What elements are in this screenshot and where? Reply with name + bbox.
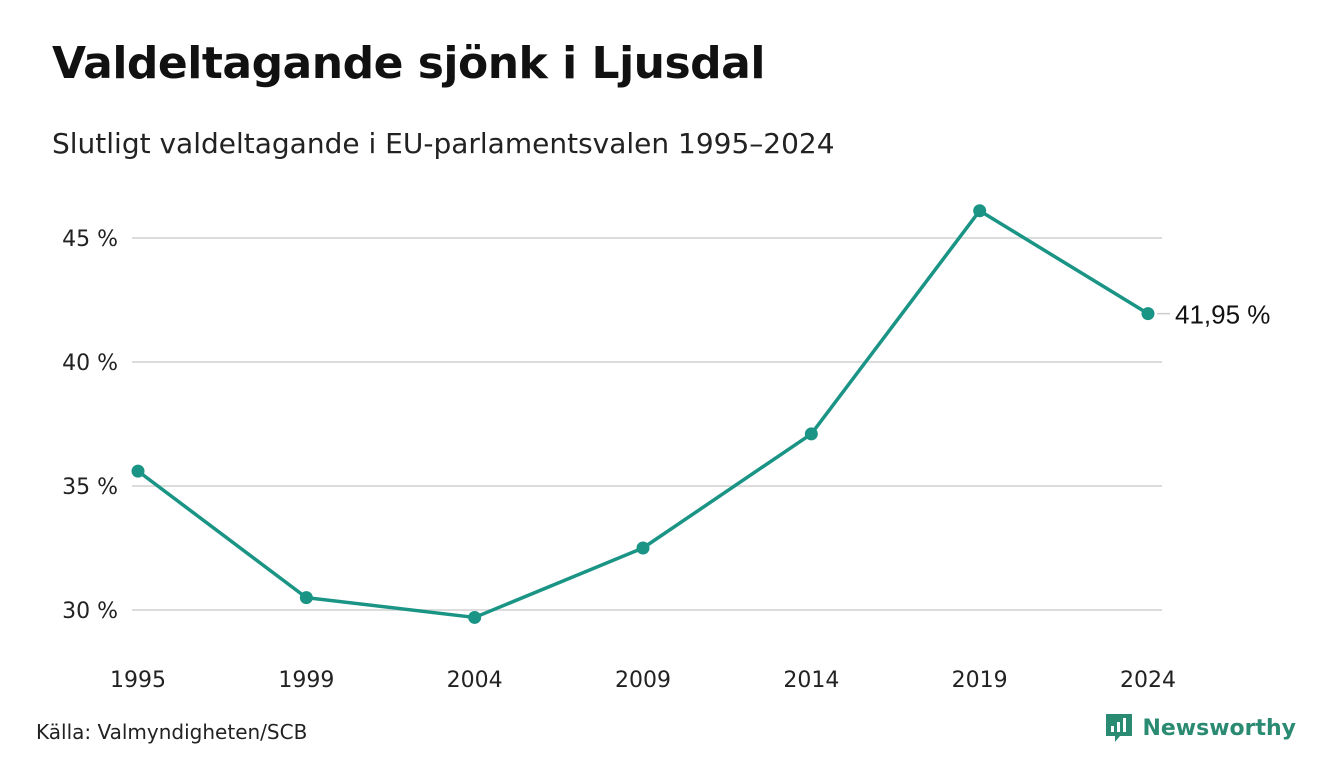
chart-title: Valdeltagande sjönk i Ljusdal (52, 38, 765, 89)
y-tick-label: 30 % (62, 599, 118, 624)
x-tick-label: 2004 (447, 668, 503, 693)
source-note: Källa: Valmyndigheten/SCB (36, 720, 308, 744)
data-point (973, 204, 987, 218)
chart-subtitle: Slutligt valdeltagande i EU-parlamentsva… (52, 127, 835, 160)
series-layer (131, 204, 1155, 624)
y-axis-ticks: 30 % 35 % 40 % 45 % (62, 227, 118, 624)
data-point (636, 541, 650, 555)
x-tick-label: 2019 (952, 668, 1008, 693)
y-tick-label: 35 % (62, 475, 118, 500)
x-tick-label: 1995 (110, 668, 166, 693)
x-tick-label: 2014 (783, 668, 839, 693)
data-point (804, 427, 818, 441)
line-chart: 30 % 35 % 40 % 45 % 1995 1999 2004 2009 2014 201… (62, 204, 1270, 693)
x-tick-label: 2009 (615, 668, 671, 693)
data-point (1141, 307, 1155, 321)
data-point (299, 591, 313, 605)
x-tick-label: 2024 (1120, 668, 1176, 693)
end-label-layer: 41,95 % (1157, 300, 1270, 330)
newsworthy-logo-icon (1106, 714, 1133, 742)
end-value-label: 41,95 % (1175, 300, 1270, 330)
x-tick-label: 1999 (278, 668, 334, 693)
data-point (131, 464, 145, 478)
y-tick-label: 40 % (62, 351, 118, 376)
series-line (136, 208, 1150, 620)
x-axis-ticks: 1995 1999 2004 2009 2014 2019 2024 (110, 668, 1176, 693)
brand[interactable]: Newsworthy (1104, 712, 1296, 744)
data-point (468, 610, 482, 624)
y-tick-label: 45 % (62, 227, 118, 252)
brand-name: Newsworthy (1142, 715, 1296, 741)
gridlines (132, 237, 1162, 611)
